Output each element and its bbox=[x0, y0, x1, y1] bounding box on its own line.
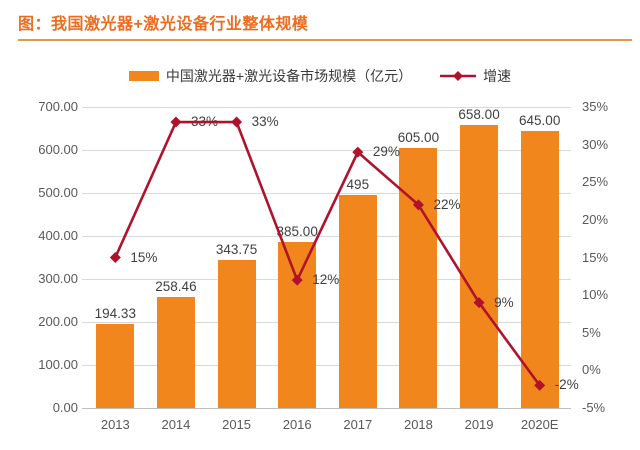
line-value-label: -2% bbox=[554, 377, 579, 393]
bar-value-label: 645.00 bbox=[519, 112, 561, 128]
secondary-axis-tick-label: 30% bbox=[582, 136, 609, 152]
line-value-label: 22% bbox=[433, 196, 461, 212]
line-value-label: 33% bbox=[190, 114, 218, 130]
diamond-marker-icon bbox=[109, 252, 121, 263]
x-axis-label: 2020E bbox=[520, 417, 559, 432]
legend-entry-line-series: 增速 bbox=[440, 66, 511, 86]
y-axis-tick-label: 200.00 bbox=[38, 314, 78, 329]
x-axis-label: 2013 bbox=[100, 417, 130, 432]
secondary-axis-tick-label: 10% bbox=[582, 287, 609, 303]
bar bbox=[460, 125, 499, 408]
secondary-axis-tick-label: 15% bbox=[582, 249, 609, 265]
bar bbox=[399, 147, 438, 408]
secondary-axis-tick-label: 25% bbox=[582, 174, 609, 190]
bar-value-label: 658.00 bbox=[458, 107, 500, 123]
bar-value-label: 343.75 bbox=[215, 242, 258, 258]
line-series-label: 增速 bbox=[483, 68, 512, 84]
diamond-marker-icon bbox=[231, 116, 243, 128]
bar bbox=[338, 195, 377, 408]
y-axis-tick-label: 700.00 bbox=[38, 99, 78, 114]
bar-value-label: 495 bbox=[346, 177, 370, 193]
line-value-label: 15% bbox=[130, 249, 158, 265]
secondary-axis-tick-label: 0% bbox=[582, 362, 601, 378]
line-value-label: 33% bbox=[251, 114, 279, 130]
y-axis-tick-label: 100.00 bbox=[38, 357, 78, 372]
bar-series-label: 中国激光器+激光设备市场规模（亿元） bbox=[165, 68, 413, 84]
line-series-swatch-icon bbox=[440, 70, 477, 82]
x-axis-label: 2014 bbox=[161, 417, 191, 432]
gridline bbox=[82, 407, 571, 409]
bar bbox=[96, 324, 135, 408]
y-axis-tick-label: 300.00 bbox=[38, 271, 78, 286]
bar bbox=[278, 242, 317, 408]
secondary-axis-tick-label: 5% bbox=[582, 324, 601, 340]
bar bbox=[520, 130, 559, 408]
y-axis-tick-label: 400.00 bbox=[38, 228, 78, 243]
title-underline bbox=[18, 39, 632, 41]
line-value-label: 12% bbox=[312, 272, 340, 288]
x-axis-label: 2015 bbox=[222, 417, 252, 432]
legend: 中国激光器+激光设备市场规模（亿元） 增速 bbox=[0, 66, 640, 86]
bar bbox=[217, 260, 256, 408]
x-axis-label: 2019 bbox=[464, 417, 494, 432]
chart-title: 图：我国激光器+激光设备行业整体规模 bbox=[18, 16, 309, 33]
y-axis-tick-label: 0.00 bbox=[52, 400, 78, 415]
bar-series-swatch-icon bbox=[128, 71, 159, 81]
line-value-label: 9% bbox=[494, 294, 514, 310]
secondary-axis-tick-label: 20% bbox=[582, 211, 609, 227]
diamond-marker-icon bbox=[170, 116, 182, 128]
y-axis-tick-label: 500.00 bbox=[38, 185, 78, 200]
secondary-axis-tick-label: -5% bbox=[582, 400, 606, 415]
y-axis-tick-label: 600.00 bbox=[38, 142, 78, 157]
diamond-marker-icon bbox=[352, 146, 364, 158]
bar-value-label: 258.46 bbox=[155, 278, 197, 294]
x-axis-label: 2017 bbox=[343, 417, 373, 432]
x-axis-label: 2016 bbox=[282, 417, 312, 432]
bar-value-label: 194.33 bbox=[94, 306, 136, 322]
gridline bbox=[82, 106, 571, 108]
x-axis-label: 2018 bbox=[403, 417, 433, 432]
legend-entry-bar-series: 中国激光器+激光设备市场规模（亿元） bbox=[128, 66, 413, 86]
bar bbox=[156, 296, 195, 408]
secondary-axis-tick-label: 35% bbox=[582, 99, 609, 114]
line-value-label: 29% bbox=[372, 144, 400, 160]
bar-value-label: 385.00 bbox=[276, 224, 318, 240]
